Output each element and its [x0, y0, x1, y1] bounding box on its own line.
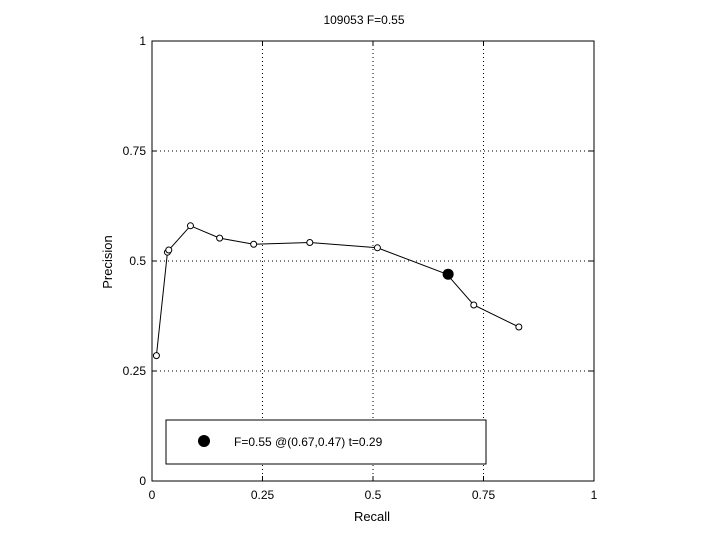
- best-f-point: [442, 268, 454, 280]
- legend-box: [165, 419, 487, 465]
- data-point: [373, 244, 381, 252]
- legend-marker: [198, 435, 210, 447]
- legend-entry: F=0.55 @(0.67,0.47) t=0.29: [234, 435, 383, 449]
- y-tick-label: 0: [139, 474, 146, 488]
- data-point: [152, 352, 160, 360]
- grid: [152, 41, 594, 481]
- y-tick-label: 0.25: [123, 364, 147, 378]
- axis-ticks: 0 0.25 0.5 0.75 1 0 0.25 0.5 0.75 1: [123, 34, 598, 502]
- chart-title: 109053 F=0.55: [323, 13, 404, 27]
- y-axis-label: Precision: [100, 235, 115, 288]
- data-point: [165, 246, 173, 254]
- data-point: [470, 301, 478, 309]
- x-tick-label: 0.25: [251, 488, 275, 502]
- x-tick-label: 0.5: [365, 488, 382, 502]
- legend: F=0.55 @(0.67,0.47) t=0.29: [165, 419, 487, 465]
- x-tick-label: 1: [591, 488, 598, 502]
- x-tick-label: 0: [149, 488, 156, 502]
- data-point: [306, 239, 314, 247]
- data-point: [250, 240, 258, 248]
- x-tick-label: 0.75: [472, 488, 496, 502]
- data-point: [186, 222, 194, 230]
- y-tick-label: 0.5: [129, 254, 146, 268]
- x-axis-label: Recall: [354, 509, 390, 524]
- data-point: [216, 234, 224, 242]
- data-point: [515, 323, 523, 331]
- series: [152, 222, 523, 360]
- y-tick-label: 1: [139, 34, 146, 48]
- y-tick-label: 0.75: [123, 144, 147, 158]
